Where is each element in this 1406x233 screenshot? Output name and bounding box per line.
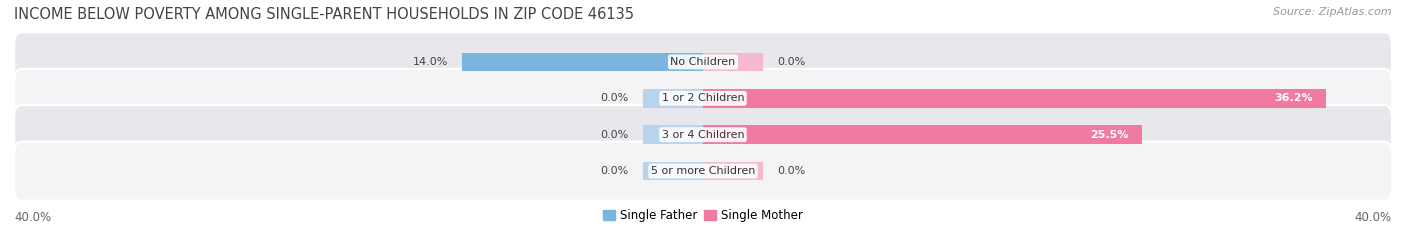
Text: 1 or 2 Children: 1 or 2 Children (662, 93, 744, 103)
FancyBboxPatch shape (14, 32, 1392, 91)
Text: 0.0%: 0.0% (600, 93, 628, 103)
Bar (643, 89, 703, 108)
Text: 40.0%: 40.0% (14, 211, 51, 224)
Bar (643, 125, 703, 144)
Legend: Single Father, Single Mother: Single Father, Single Mother (599, 205, 807, 227)
FancyBboxPatch shape (14, 69, 1392, 128)
Text: No Children: No Children (671, 57, 735, 67)
Text: 3 or 4 Children: 3 or 4 Children (662, 130, 744, 140)
Text: INCOME BELOW POVERTY AMONG SINGLE-PARENT HOUSEHOLDS IN ZIP CODE 46135: INCOME BELOW POVERTY AMONG SINGLE-PARENT… (14, 7, 634, 22)
Text: Source: ZipAtlas.com: Source: ZipAtlas.com (1274, 7, 1392, 17)
Text: 40.0%: 40.0% (1355, 211, 1392, 224)
Bar (461, 53, 703, 71)
Text: 25.5%: 25.5% (1090, 130, 1129, 140)
Text: 0.0%: 0.0% (778, 166, 806, 176)
Bar (643, 162, 703, 180)
Bar (703, 125, 1142, 144)
FancyBboxPatch shape (14, 105, 1392, 164)
Bar (703, 53, 763, 71)
Text: 14.0%: 14.0% (413, 57, 449, 67)
Text: 36.2%: 36.2% (1274, 93, 1313, 103)
Text: 0.0%: 0.0% (600, 166, 628, 176)
FancyBboxPatch shape (14, 142, 1392, 201)
Bar (703, 162, 763, 180)
Text: 5 or more Children: 5 or more Children (651, 166, 755, 176)
Bar (703, 89, 1326, 108)
Text: 0.0%: 0.0% (778, 57, 806, 67)
Text: 0.0%: 0.0% (600, 130, 628, 140)
